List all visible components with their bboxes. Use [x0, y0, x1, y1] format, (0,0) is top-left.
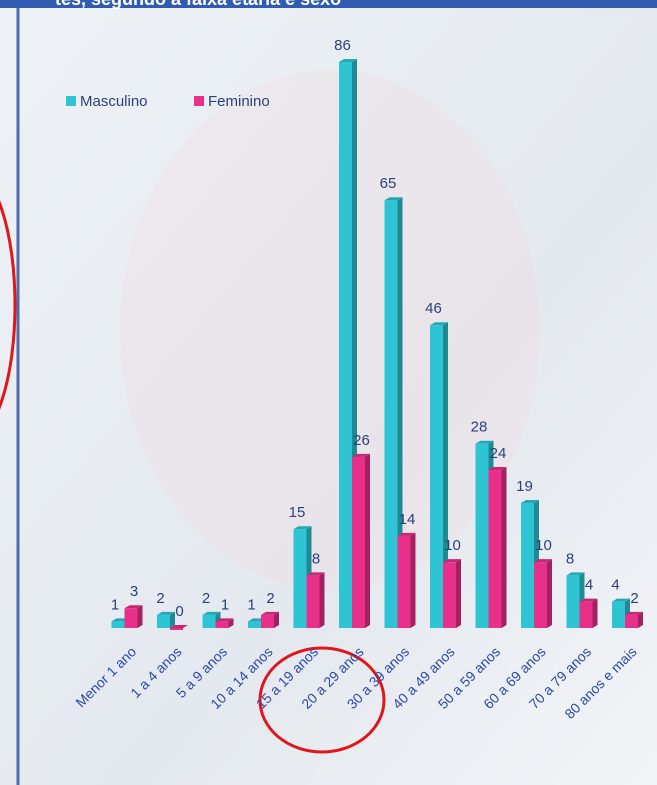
value-label: 10 — [535, 537, 552, 554]
bar-face — [248, 621, 261, 628]
value-label: 26 — [353, 432, 370, 449]
bar-face — [352, 457, 365, 628]
bar — [307, 572, 325, 628]
legend-swatch — [194, 96, 204, 106]
bar-face — [430, 325, 443, 628]
bar-side — [365, 454, 370, 628]
bar-face — [261, 615, 274, 628]
bar-face — [339, 62, 352, 628]
chart-title: tes, segundo a faixa etária e sexo — [55, 0, 341, 9]
value-label: 15 — [289, 504, 306, 521]
bar — [534, 559, 552, 628]
bar-face — [307, 575, 320, 628]
value-label: 8 — [566, 550, 574, 567]
bar-face — [294, 529, 307, 628]
value-label: 14 — [399, 511, 416, 528]
bar — [580, 599, 598, 628]
legend-swatch — [66, 96, 76, 106]
bar-face — [476, 444, 489, 628]
bar-face — [125, 608, 138, 628]
bar-face — [170, 628, 183, 630]
value-label: 2 — [202, 590, 210, 607]
bar-face — [398, 536, 411, 628]
value-label: 10 — [444, 537, 461, 554]
bar — [216, 618, 234, 628]
bar — [443, 559, 461, 628]
bar-face — [443, 562, 456, 628]
value-label: 28 — [471, 419, 488, 436]
bar-face — [612, 602, 625, 628]
bar — [352, 454, 370, 628]
value-label: 1 — [221, 596, 229, 613]
value-label: 4 — [585, 577, 593, 594]
bar-face — [521, 503, 534, 628]
bar-side — [320, 572, 325, 628]
bar-side — [138, 605, 143, 628]
bar-face — [112, 621, 125, 628]
bar-face — [567, 575, 580, 628]
bar-side — [411, 533, 416, 628]
value-label: 1 — [111, 596, 119, 613]
value-label: 0 — [175, 603, 183, 620]
bar — [398, 533, 416, 628]
bar-face — [216, 621, 229, 628]
bar-face — [203, 615, 216, 628]
bar — [489, 467, 507, 628]
value-label: 4 — [611, 577, 619, 594]
chart: tes, segundo a faixa etária e sexo 13Men… — [0, 0, 657, 785]
bar — [125, 605, 143, 628]
bar-side — [502, 467, 507, 628]
bar — [261, 612, 279, 628]
value-label: 8 — [312, 550, 320, 567]
bar-face — [385, 200, 398, 628]
value-label: 65 — [380, 175, 397, 192]
value-label: 24 — [490, 445, 507, 462]
value-label: 2 — [266, 590, 274, 607]
bar-face — [580, 602, 593, 628]
legend-label: Feminino — [208, 93, 270, 110]
bar-face — [157, 615, 170, 628]
bar-side — [593, 599, 598, 628]
bar — [625, 612, 643, 628]
value-label: 46 — [425, 300, 442, 317]
legend-label: Masculino — [80, 93, 148, 110]
value-label: 2 — [156, 590, 164, 607]
bar-face — [489, 470, 502, 628]
bar-side — [456, 559, 461, 628]
value-label: 2 — [630, 590, 638, 607]
bar — [157, 612, 175, 628]
value-label: 19 — [516, 478, 533, 495]
bar-face — [625, 615, 638, 628]
bar-face — [534, 562, 547, 628]
value-label: 1 — [247, 596, 255, 613]
bar-side — [547, 559, 552, 628]
value-label: 3 — [130, 583, 138, 600]
value-label: 86 — [334, 37, 351, 54]
